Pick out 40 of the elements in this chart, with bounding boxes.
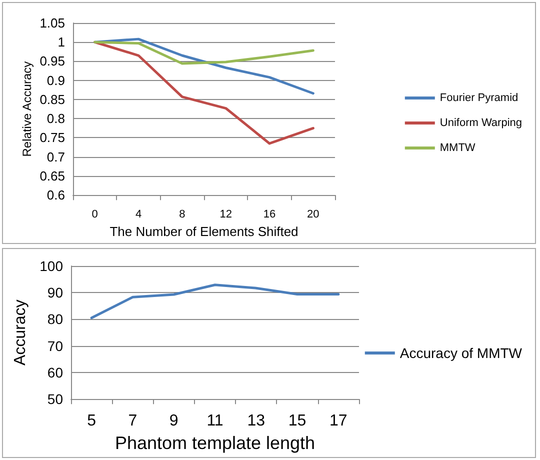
y-tick-label: 0.6	[46, 188, 65, 203]
legend-label: MMTW	[440, 142, 476, 154]
y-tick-label: 50	[47, 391, 64, 408]
y-tick-label: 0.75	[40, 130, 65, 146]
y-tick-label: 60	[47, 364, 64, 380]
y-tick-label: 0.65	[40, 168, 65, 184]
legend-label: Accuracy of MMTW	[400, 345, 523, 361]
legend-label: Uniform Warping	[440, 117, 522, 129]
x-tick-label: 7	[128, 412, 138, 430]
x-tick-label: 9	[169, 412, 178, 430]
x-axis-title: Phantom template length	[114, 433, 316, 453]
y-tick-label: 90	[47, 284, 64, 301]
x-axis-title: The Number of Elements Shifted	[110, 224, 298, 239]
y-tick-label: 0.7	[46, 149, 65, 164]
y-tick-label: 0.9	[46, 72, 65, 88]
x-tick-label: 4	[135, 208, 142, 221]
x-tick-label: 11	[206, 412, 224, 430]
x-tick-label: 8	[179, 208, 186, 221]
x-tick-label: 16	[263, 208, 276, 221]
y-tick-label: 80	[47, 311, 64, 328]
line-series	[94, 40, 314, 145]
x-tick-label: 5	[87, 412, 96, 430]
x-tick-label: 12	[220, 208, 232, 221]
x-tick-label: 20	[307, 208, 320, 221]
legend-label: Fourier Pyramid	[440, 92, 518, 104]
y-tick-label: 0.95	[40, 54, 65, 69]
y-tick-label: 1	[58, 34, 65, 50]
line-series	[90, 284, 340, 320]
x-tick-label: 0	[92, 208, 98, 221]
y-tick-label: 0.85	[40, 92, 65, 107]
x-tick-label: 15	[288, 412, 306, 430]
y-tick-label: 70	[47, 338, 64, 354]
x-tick-label: 13	[247, 412, 266, 430]
y-axis-title: Accuracy	[12, 300, 30, 366]
y-axis-title: Relative Accuracy	[20, 61, 34, 157]
x-tick-label: 17	[330, 412, 348, 430]
y-tick-label: 0.8	[46, 111, 65, 126]
line-series	[94, 40, 314, 65]
y-tick-label: 100	[40, 258, 64, 274]
y-tick-label: 1.05	[40, 16, 65, 30]
